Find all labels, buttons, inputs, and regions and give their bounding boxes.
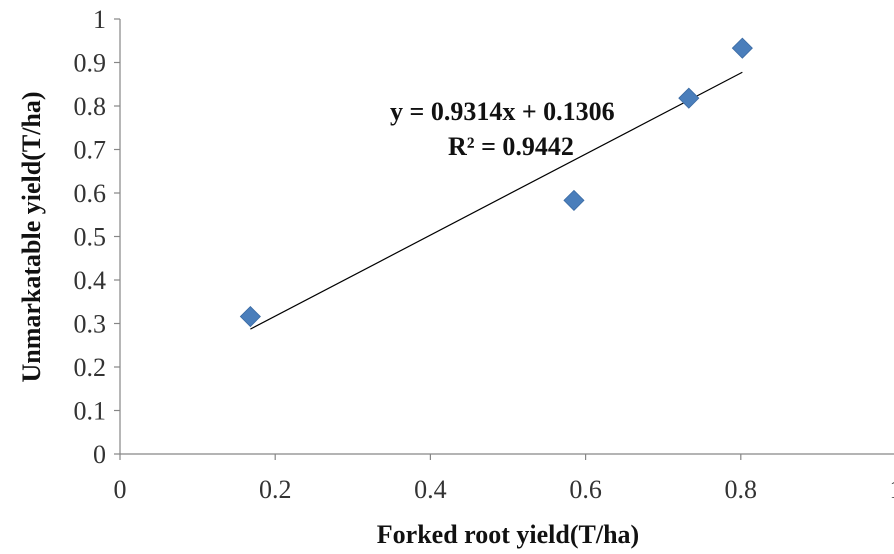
- y-tick-label: 0.6: [74, 179, 107, 208]
- y-tick-label: 0.8: [74, 92, 107, 121]
- plot-axes: [119, 19, 894, 455]
- data-point-diamond: [239, 305, 261, 328]
- y-tick-label: 0.9: [74, 49, 107, 78]
- y-tick-label: 1: [93, 5, 106, 34]
- y-tick-label: 0.4: [74, 266, 107, 295]
- trendline-equation: y = 0.9314x + 0.1306: [390, 97, 615, 126]
- y-axis-title: Unmarkatable yield(T/ha): [17, 91, 46, 382]
- x-tick-label: 0.8: [725, 475, 758, 504]
- y-tick-label: 0: [93, 440, 106, 469]
- y-tick-label: 0.1: [74, 397, 107, 426]
- x-axis-ticks: 0 0.2 0.4 0.6 0.8 1: [114, 454, 894, 504]
- data-points: [239, 37, 753, 328]
- x-tick-label: 0: [114, 475, 127, 504]
- x-tick-label: 0.6: [569, 475, 602, 504]
- trendline: [250, 71, 743, 330]
- data-point-diamond: [678, 87, 700, 109]
- data-point-diamond: [563, 189, 585, 211]
- data-point-diamond: [731, 37, 753, 59]
- y-tick-label: 0.2: [74, 353, 107, 382]
- x-tick-label: 1: [890, 475, 894, 504]
- y-axis-ticks: 0 0.1 0.2 0.3 0.4 0.5 0.6 0.7 0.8 0.9 1: [74, 5, 120, 469]
- r-squared-label: R² = 0.9442: [448, 132, 574, 161]
- y-tick-label: 0.5: [74, 223, 107, 252]
- y-tick-label: 0.3: [74, 310, 107, 339]
- x-tick-label: 0.4: [414, 475, 447, 504]
- x-axis-title: Forked root yield(T/ha): [377, 520, 639, 549]
- x-tick-label: 0.2: [259, 475, 292, 504]
- y-tick-label: 0.7: [74, 136, 107, 165]
